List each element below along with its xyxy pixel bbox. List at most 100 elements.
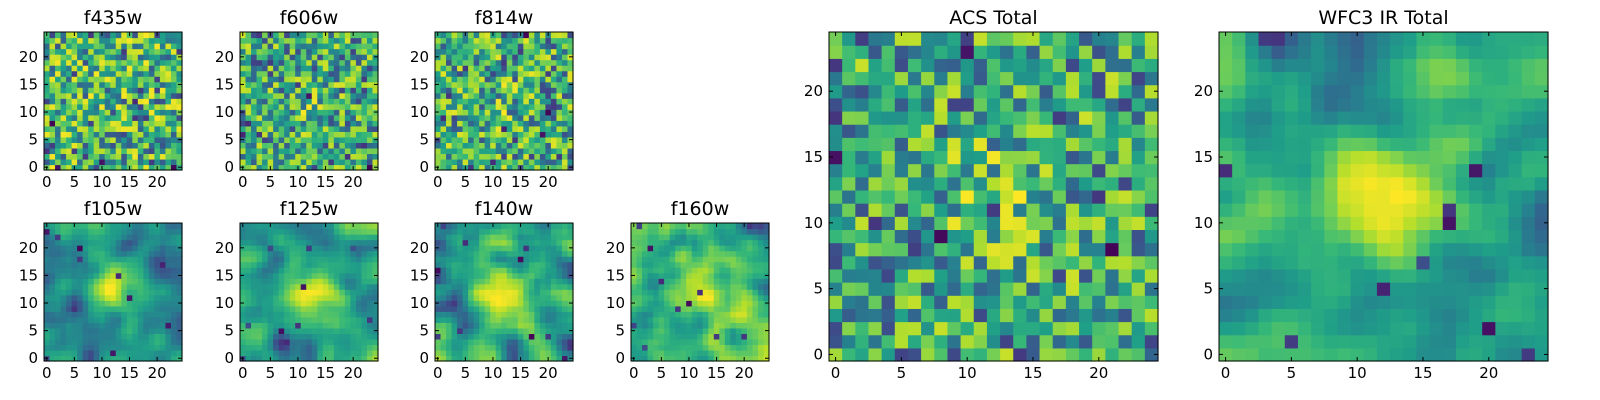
heatmap-cell (702, 223, 709, 230)
heatmap-cell (300, 147, 307, 155)
heatmap-cell (1118, 216, 1133, 230)
heatmap-cell (176, 311, 183, 318)
heatmap-cell (746, 245, 754, 252)
heatmap-cell (713, 300, 720, 307)
heatmap-cell (680, 300, 687, 307)
heatmap-cell (60, 120, 67, 127)
heatmap-cell (333, 70, 340, 77)
heatmap-cell (451, 103, 458, 110)
heatmap-cell (501, 344, 508, 351)
heatmap-cell (55, 153, 62, 160)
heatmap-cell (746, 294, 754, 301)
x-tick-label: 10 (288, 173, 307, 191)
heatmap-cell (55, 81, 62, 88)
heatmap-cell (93, 109, 100, 116)
heatmap-cell (724, 283, 731, 290)
heatmap-cell (506, 164, 513, 171)
heatmap-cell (528, 316, 535, 323)
heatmap-cell (71, 344, 78, 351)
heatmap-cell (170, 136, 178, 143)
heatmap-cell (273, 32, 280, 39)
heatmap-cell (256, 228, 263, 235)
heatmap-cell (104, 294, 111, 301)
heatmap-cell (251, 158, 258, 166)
heatmap-cell (284, 125, 291, 132)
heatmap-cell (506, 256, 513, 263)
heatmap-cell (176, 98, 183, 105)
heatmap-cell (664, 327, 671, 334)
heatmap-cell (159, 92, 167, 99)
heatmap-cell (99, 245, 106, 252)
heatmap-cell (495, 355, 502, 362)
heatmap-cell (121, 37, 128, 44)
heatmap-cell (300, 327, 307, 334)
heatmap-cell (506, 267, 513, 274)
heatmap-cell (545, 256, 552, 263)
heatmap-cell (328, 294, 335, 301)
heatmap-cell (240, 344, 247, 351)
heatmap-cell (295, 54, 302, 61)
heatmap-cell (361, 355, 368, 362)
heatmap-cell (567, 59, 574, 66)
heatmap-cell (55, 316, 62, 323)
heatmap-cell (528, 48, 535, 55)
heatmap-cell (289, 311, 296, 318)
heatmap-cell (267, 256, 274, 263)
heatmap-cell (245, 153, 252, 160)
heatmap-cell (451, 338, 458, 346)
heatmap-cell (99, 278, 106, 285)
heatmap-cell (664, 272, 671, 279)
heatmap-cell (143, 311, 150, 318)
heatmap-cell (55, 239, 62, 246)
heatmap-cell (517, 92, 524, 99)
heatmap-cell (328, 37, 335, 44)
heatmap-cell (473, 147, 480, 155)
heatmap-cell (273, 70, 280, 77)
heatmap-cell (99, 283, 106, 290)
heatmap-cell (484, 147, 491, 155)
heatmap-cell (355, 278, 363, 285)
heatmap-cell (77, 256, 84, 263)
y-tick-label: 5 (28, 131, 38, 149)
heatmap-cell (446, 153, 453, 160)
heatmap-cell (495, 278, 502, 285)
heatmap-cell (344, 54, 351, 61)
heatmap-cell (484, 234, 491, 241)
heatmap-cell (93, 37, 100, 44)
heatmap-cell (735, 278, 742, 285)
heatmap-cell (289, 147, 296, 155)
heatmap-cell (77, 147, 84, 155)
heatmap-cell (262, 338, 269, 346)
heatmap-cell (490, 125, 497, 132)
heatmap-cell (284, 294, 291, 301)
heatmap-cell (545, 338, 552, 346)
heatmap-cell (539, 333, 546, 340)
heatmap-cell (339, 316, 346, 323)
heatmap-cell (317, 250, 324, 257)
heatmap-cell (262, 327, 269, 334)
heatmap-cell (501, 164, 508, 171)
heatmap-cell (934, 163, 949, 178)
heatmap-cell (523, 311, 530, 318)
x-tick-label: 10 (288, 364, 307, 382)
heatmap-cell (1131, 176, 1146, 191)
heatmap-cell (137, 239, 144, 246)
heatmap-cell (44, 344, 51, 351)
heatmap-cell (344, 245, 351, 252)
heatmap-cell (702, 228, 709, 235)
heatmap-cell (44, 239, 51, 246)
heatmap-cell (669, 239, 676, 246)
heatmap-cell (468, 250, 475, 257)
heatmap-cell (730, 355, 737, 362)
heatmap-cell (675, 294, 682, 301)
heatmap-cell (110, 245, 117, 252)
heatmap-cell (154, 294, 161, 301)
heatmap-cell (647, 267, 654, 274)
heatmap-cell (473, 65, 480, 72)
heatmap-cell (49, 114, 56, 121)
chart-title: f814w (475, 7, 534, 29)
heatmap-cell (333, 355, 340, 362)
heatmap-cell (311, 228, 318, 235)
heatmap-cell (165, 338, 172, 346)
heatmap-cell (501, 355, 508, 362)
